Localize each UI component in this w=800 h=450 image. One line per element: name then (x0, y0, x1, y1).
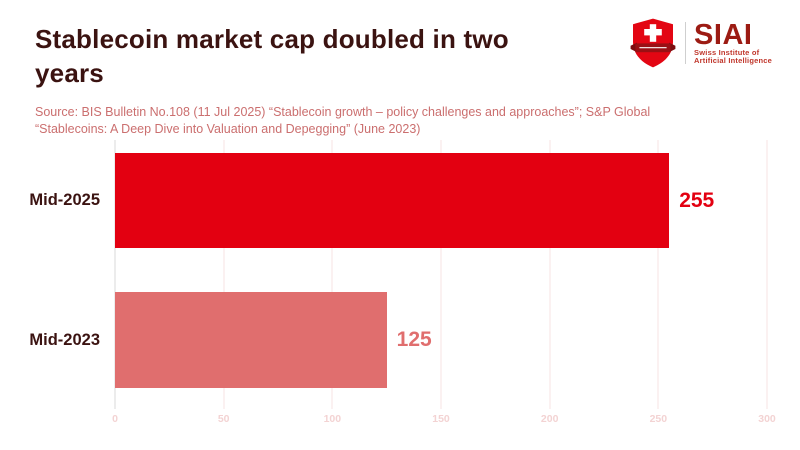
swiss-shield-icon (629, 17, 677, 69)
x-tick-label-50: 50 (217, 413, 230, 425)
plot-area: 255 125 (114, 140, 768, 409)
category-label-mid-2025: Mid-2025 (29, 191, 100, 209)
gridline-100 (331, 140, 333, 409)
gridline-200 (549, 140, 551, 409)
source-note: Source: BIS Bulletin No.108 (11 Jul 2025… (35, 104, 675, 138)
logo-text: SIAI Swiss Institute of Artificial Intel… (694, 18, 772, 66)
x-axis: 0 50 100 150 200 250 300 (112, 413, 776, 427)
gridline-300 (766, 140, 768, 409)
bar-row-mid-2023: 125 (115, 292, 767, 388)
logo-divider (685, 22, 687, 64)
value-label-mid-2023: 125 (396, 328, 432, 351)
gridline-50 (223, 140, 225, 409)
x-tick-label-250: 250 (649, 413, 668, 425)
x-tick-label-100: 100 (323, 413, 342, 425)
logo-acronym: SIAI (694, 18, 753, 51)
x-tick-label-0: 0 (112, 413, 118, 425)
bar-mid-2025 (115, 153, 670, 248)
gridline-250 (657, 140, 659, 409)
x-tick-label-300: 300 (758, 413, 776, 425)
gridline-0 (114, 140, 116, 409)
gridline-150 (440, 140, 442, 409)
bar-row-mid-2025: 255 (115, 153, 767, 248)
category-label-mid-2023: Mid-2023 (29, 330, 100, 349)
logo-name-line2: Artificial Intelligence (694, 56, 772, 65)
bar-mid-2023 (115, 292, 387, 388)
source-line-2: “Stablecoins: A Deep Dive into Valuation… (35, 122, 421, 136)
source-line-1: Source: BIS Bulletin No.108 (11 Jul 2025… (35, 105, 651, 119)
x-tick-label-150: 150 (432, 413, 450, 425)
siai-logo: SIAI Swiss Institute of Artificial Intel… (629, 16, 772, 70)
x-tick-label-200: 200 (540, 413, 559, 425)
logo-name-line1: Swiss Institute of (694, 47, 760, 57)
value-label-mid-2025: 255 (679, 188, 715, 212)
page-title: Stablecoin market cap doubled in two yea… (35, 24, 509, 88)
